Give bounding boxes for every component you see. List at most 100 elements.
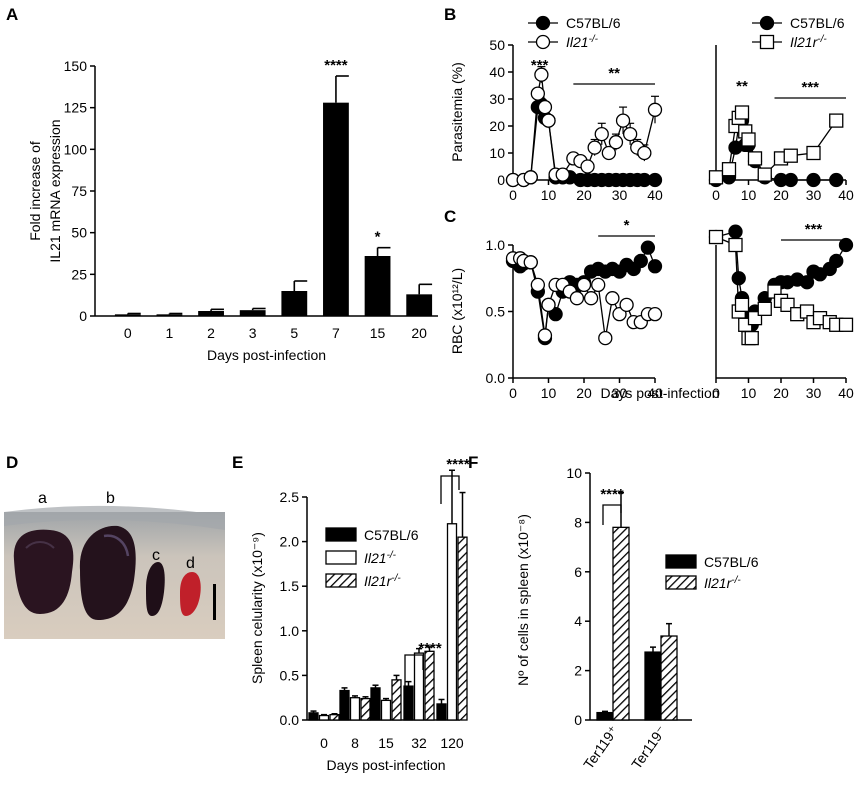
c-left-y-tick-label: 1.0 (486, 237, 506, 253)
e-y-tick-label: 0.0 (280, 712, 300, 728)
c-left-point (569, 291, 585, 306)
e-x-label: Days post-infection (326, 757, 445, 773)
b-left-y-tick-label: 0 (497, 172, 505, 188)
c-left-y-tick-label: 0.0 (486, 370, 506, 386)
e-x-tick-label: 8 (351, 735, 359, 751)
e-bar (360, 697, 371, 721)
c-left-x-tick-label: 10 (541, 385, 557, 401)
e-bar (318, 714, 330, 721)
b-right-point (806, 172, 821, 188)
spleen-a-highlight (25, 541, 55, 549)
a-x-tick-label: 2 (207, 325, 215, 341)
c-right-point (757, 301, 772, 316)
c-right-point (838, 317, 854, 332)
a-x-tick-label: 3 (249, 325, 257, 341)
c-left-point (530, 277, 545, 293)
c-left-series-line-1 (513, 257, 655, 339)
e-y-tick-label: 1.5 (280, 578, 300, 594)
a-bar (281, 291, 308, 316)
c-right-point (731, 271, 746, 286)
a-y-tick-label: 50 (71, 225, 87, 241)
b-left-y-tick-label: 10 (489, 145, 505, 161)
a-x-tick-label: 15 (370, 325, 386, 341)
f-bar (596, 711, 614, 721)
panel-letter-c: C (444, 207, 456, 226)
f-legend-swatch (665, 554, 697, 569)
e-significance: **** (418, 640, 442, 657)
b-right-point (757, 167, 772, 182)
panel-letter-b: B (444, 5, 456, 24)
b-left-point (530, 86, 545, 101)
c-x-label: Days post-infection (600, 385, 719, 401)
c-left-point (541, 297, 556, 313)
e-y-tick-label: 2.0 (280, 534, 300, 550)
b-right-legend-label: Il21r-/- (790, 34, 827, 51)
e-legend-swatch (325, 550, 357, 565)
c-left-point (523, 255, 538, 270)
a-bar (323, 102, 349, 317)
b-left-point (637, 145, 652, 161)
f-x-tick-label: Ter119⁻ (628, 723, 669, 772)
a-y-tick-label: 100 (64, 141, 88, 157)
b-left-x-tick-label: 20 (576, 187, 592, 203)
b-right-legend-marker (759, 34, 775, 50)
e-x-tick-label: 0 (320, 735, 328, 751)
b-right-point (829, 172, 844, 188)
b-left-x-tick-label: 30 (612, 187, 628, 203)
b-left-point (594, 126, 609, 142)
a-bar (114, 314, 141, 316)
e-bar (339, 689, 350, 721)
b-left-x-tick-label: 0 (509, 187, 517, 203)
panel-letter-e: E (232, 453, 243, 472)
a-x-tick-label: 20 (411, 325, 427, 341)
b-left-point (534, 67, 549, 82)
f-legend-label: Il21r-/- (704, 575, 741, 592)
a-x-label: Days post-infection (207, 347, 326, 363)
c-left-point (591, 277, 606, 293)
panel-letter-f: F (468, 453, 478, 472)
c-right-significance: *** (805, 221, 823, 238)
e-x-tick-label: 15 (378, 735, 394, 751)
e-bar (329, 713, 340, 721)
b-left-x-tick-label: 10 (541, 187, 557, 203)
b-right-legend-label: C57BL/6 (790, 15, 845, 31)
e-bar (308, 712, 319, 721)
e-y-tick-label: 0.5 (280, 667, 300, 683)
c-left-x-tick-label: 0 (509, 385, 517, 401)
c-left-point (598, 330, 613, 346)
e-legend-label: Il21-/- (364, 550, 397, 567)
c-right-x-tick-label: 20 (773, 385, 789, 401)
photo-dish-rim (4, 505, 225, 530)
a-y-label-1: Fold increase of (27, 141, 43, 241)
a-significance: * (375, 229, 381, 246)
f-y-label: Nº of cells in spleen (x10⁻⁸) (515, 514, 531, 686)
c-left-y-tick-label: 0.5 (486, 304, 506, 320)
c-left-point (633, 253, 648, 269)
spleen-d (180, 572, 201, 616)
c-right-point (829, 253, 844, 269)
c-left-point (640, 240, 656, 255)
c-right-x-tick-label: 0 (712, 385, 720, 401)
f-legend-label: C57BL/6 (704, 554, 759, 570)
b-right-x-tick-label: 30 (806, 187, 822, 203)
photo-label-c: c (152, 547, 160, 564)
c-left-point (647, 259, 663, 274)
b-right-legend-marker (759, 15, 775, 31)
f-bar (612, 526, 630, 721)
c-left-point (548, 307, 563, 322)
b-right-point (708, 170, 724, 185)
b-right-x-tick-label: 0 (712, 187, 720, 203)
b-right-point (829, 113, 844, 128)
e-x-tick-label: 32 (411, 735, 427, 751)
a-y-tick-label: 0 (79, 308, 87, 324)
c-left-point (612, 307, 627, 322)
e-bar (380, 699, 392, 721)
b-right-significance: ** (736, 78, 748, 95)
c-left-x-tick-label: 20 (576, 385, 592, 401)
c-left-point (537, 328, 553, 343)
a-y-label-2: IL21 mRNA expression (47, 119, 63, 262)
a-y-tick-label: 75 (71, 183, 87, 199)
e-y-tick-label: 2.5 (280, 489, 300, 505)
f-y-tick-label: 2 (574, 663, 582, 679)
